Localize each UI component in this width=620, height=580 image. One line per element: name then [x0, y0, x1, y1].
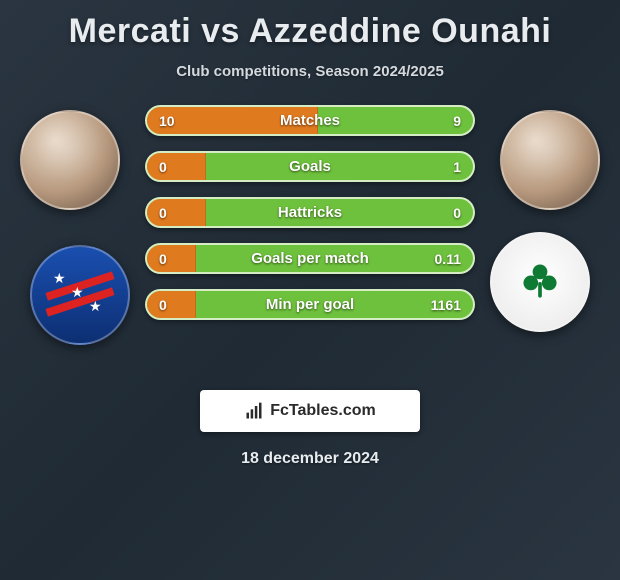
- stat-right-value: 0.11: [435, 245, 461, 272]
- stat-bar-min-per-goal: 0 Min per goal 1161: [145, 289, 475, 320]
- player-left-avatar: [20, 110, 120, 210]
- club-left-badge: ★ ★ ★: [30, 245, 130, 345]
- stat-right-value: 1: [453, 153, 461, 180]
- stat-right-value: 0: [453, 199, 461, 226]
- stat-bar-hattricks: 0 Hattricks 0: [145, 197, 475, 228]
- stat-right-value: 1161: [431, 291, 461, 318]
- stat-bar-goals: 0 Goals 1: [145, 151, 475, 182]
- stat-label: Goals per match: [147, 245, 473, 272]
- shamrock-icon: [517, 259, 563, 305]
- date-label: 18 december 2024: [10, 450, 610, 468]
- stat-bar-goals-per-match: 0 Goals per match 0.11: [145, 243, 475, 274]
- comparison-stage: ★ ★ ★ 1 0 Matches 9: [10, 110, 610, 370]
- club-left-badge-art: ★ ★ ★: [45, 260, 115, 330]
- stat-bar-matches: 10 Matches 9: [145, 105, 475, 136]
- comparison-card: Mercati vs Azzeddine Ounahi Club competi…: [0, 0, 620, 468]
- player-right-avatar: [500, 110, 600, 210]
- stat-label: Hattricks: [147, 199, 473, 226]
- stat-label: Goals: [147, 153, 473, 180]
- stat-label: Matches: [147, 107, 473, 134]
- page-title: Mercati vs Azzeddine Ounahi: [10, 12, 610, 51]
- chart-icon: [244, 401, 264, 421]
- club-right-badge: [490, 232, 590, 332]
- brand-text: FcTables.com: [270, 402, 376, 420]
- stat-bars: 10 Matches 9 0 Goals 1 0 Hattricks 0 0 G…: [145, 105, 475, 320]
- stat-right-value: 9: [453, 107, 461, 134]
- brand-badge: FcTables.com: [200, 390, 420, 432]
- stat-label: Min per goal: [147, 291, 473, 318]
- subtitle: Club competitions, Season 2024/2025: [10, 63, 610, 80]
